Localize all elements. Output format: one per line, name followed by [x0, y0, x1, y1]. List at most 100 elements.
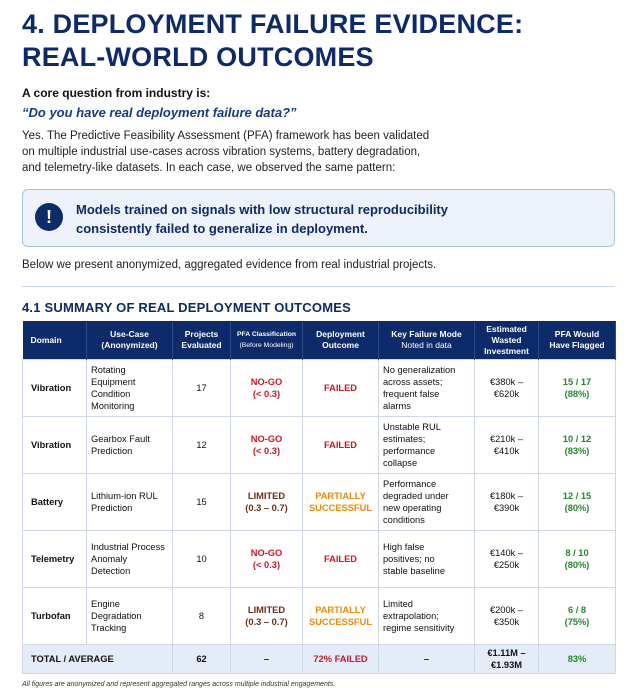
cell-flagged: 6 / 8 (75%) [538, 587, 616, 645]
cell-projects-text: 10 [196, 554, 207, 564]
cell-failure-line: Limited [383, 599, 413, 609]
total-label: TOTAL / AVERAGE [22, 644, 173, 674]
cell-projects: 15 [172, 473, 231, 531]
cell-pfa-line: NO-GO [250, 548, 283, 558]
cell-failure-line: alarms [383, 401, 411, 411]
deployment-outcomes-table: Domain Use-Case (Anonymized) Projects Eval… [22, 321, 616, 674]
question-lead: A core question from industry is: [22, 86, 211, 100]
cell-pfa-line: LIMITED [247, 605, 286, 615]
cell-flagged-line: 6 / 8 [567, 605, 587, 615]
cell-flagged-line: (83%) [564, 446, 590, 456]
cell-investment-line: €140k – [489, 548, 524, 558]
cell-outcome-line: PARTIALLY [315, 605, 366, 615]
cell-usecase-line: Equipment [91, 377, 136, 387]
callout-text: Models trained on signals with low struc… [76, 200, 448, 238]
total-row: TOTAL / AVERAGE 62–72% FAILED – €1.11M – €1.… [22, 644, 616, 674]
total-outcome-text: 72% FAILED [313, 654, 368, 664]
total-failure: – [378, 644, 475, 674]
cell-failure: Unstable RUL estimates; performance collaps… [378, 416, 475, 474]
total-projects: 62 [172, 644, 231, 674]
cell-investment: €200k – €350k [474, 587, 539, 645]
cell-failure-line: Performance [383, 479, 437, 489]
table-row: Vibration Gearbox Fault Prediction 12 NO-GO (… [22, 416, 616, 474]
callout-line: Models trained on signals with low struc… [76, 202, 448, 217]
cell-failure-line: degraded under [383, 491, 449, 501]
industry-question: “Do you have real deployment failure dat… [22, 105, 297, 120]
page-title: 4. DEPLOYMENT FAILURE EVIDENCE: REAL-WOR… [22, 8, 615, 74]
cell-outcome: FAILED [302, 416, 379, 474]
report-page: 4. DEPLOYMENT FAILURE EVIDENCE: REAL-WOR… [22, 8, 616, 688]
header-projects: Projects Evaluated [172, 321, 231, 360]
cell-pfa-line: NO-GO [250, 377, 283, 387]
cell-failure-line: performance [383, 446, 436, 456]
cell-outcome: PARTIALLY SUCCESSFUL [302, 587, 379, 645]
cell-failure-line: collapse [383, 458, 418, 468]
cell-projects: 12 [172, 416, 231, 474]
total-flagged: 83% [538, 644, 616, 674]
cell-investment-line: €200k – [489, 605, 524, 615]
cell-domain-text: Telemetry [31, 554, 75, 564]
cell-domain: Turbofan [22, 587, 87, 645]
cell-domain: Telemetry [22, 530, 87, 588]
cell-failure-line: positives; no [383, 554, 435, 564]
title-line-1: 4. DEPLOYMENT FAILURE EVIDENCE: [22, 9, 524, 39]
cell-pfa-line: (0.3 – 0.7) [245, 617, 288, 627]
header-pfa: PFA Classification (Before Modeling) [230, 321, 303, 360]
cell-projects-text: 8 [198, 611, 205, 621]
cell-outcome-line: SUCCESSFUL [308, 503, 373, 513]
cell-outcome-line: PARTIALLY [315, 491, 366, 501]
cell-usecase: Lithium-ion RUL Prediction [86, 473, 173, 531]
cell-projects: 10 [172, 530, 231, 588]
cell-projects-text: 15 [196, 497, 207, 507]
cell-domain: Battery [22, 473, 87, 531]
cell-pfa-line: NO-GO [250, 434, 283, 444]
cell-failure-line: stable baseline [383, 566, 446, 576]
cell-projects: 8 [172, 587, 231, 645]
cell-investment-line: €210k – [489, 434, 524, 444]
cell-flagged-line: (88%) [564, 389, 590, 399]
total-projects-text: 62 [196, 654, 207, 664]
total-pfa: – [230, 644, 303, 674]
cell-outcome-line: FAILED [323, 383, 358, 393]
cell-failure: High false positives; no stable baseline [378, 530, 475, 588]
cell-failure-line: new operating [383, 503, 442, 513]
cell-usecase-line: Detection [91, 566, 131, 576]
cell-failure-line: extrapolation; [383, 611, 439, 621]
cell-projects-text: 17 [196, 383, 207, 393]
cell-pfa-line: (< 0.3) [252, 446, 281, 456]
intro-line: Yes. The Predictive Feasibility Assessme… [22, 130, 430, 142]
header-investment: Estimated Wasted Investment [474, 321, 539, 360]
total-outcome: 72% FAILED [302, 644, 379, 674]
title-line-2: REAL-WORLD OUTCOMES [22, 42, 374, 72]
cell-flagged-line: (80%) [564, 503, 590, 513]
cell-flagged: 8 / 10 (80%) [538, 530, 616, 588]
cell-failure-line: No generalization [383, 365, 456, 375]
header-domain: Domain [22, 321, 87, 360]
cell-usecase-line: Degradation [91, 611, 142, 621]
cell-investment-line: €380k – [489, 377, 524, 387]
table-row: Turbofan Engine Degradation Tracking 8 LIMITE… [22, 587, 616, 645]
cell-domain-text: Vibration [31, 440, 72, 450]
cell-usecase-line: Condition [91, 389, 131, 399]
cell-pfa-line: (< 0.3) [252, 389, 281, 399]
cell-outcome-line: FAILED [323, 440, 358, 450]
total-investment-line: €1.93M [490, 660, 522, 670]
intro-line: and telemetry-like datasets. In each cas… [22, 162, 396, 174]
callout-line: consistently failed to generalize in dep… [76, 221, 368, 236]
cell-failure-line: conditions [383, 515, 425, 525]
total-label-text: TOTAL / AVERAGE [31, 654, 114, 664]
cell-usecase: Engine Degradation Tracking [86, 587, 173, 645]
cell-pfa: NO-GO (< 0.3) [230, 530, 303, 588]
cell-flagged-line: 15 / 17 [562, 377, 592, 387]
cell-outcome-line: SUCCESSFUL [308, 617, 373, 627]
cell-projects-text: 12 [196, 440, 207, 450]
cell-domain: Vibration [22, 416, 87, 474]
cell-pfa: NO-GO (< 0.3) [230, 416, 303, 474]
cell-investment-line: €180k – [489, 491, 524, 501]
cell-pfa-line: LIMITED [247, 491, 286, 501]
evidence-intro: Below we present anonymized, aggregated … [22, 259, 437, 271]
cell-usecase-line: Prediction [91, 503, 133, 513]
cell-pfa-line: (< 0.3) [252, 560, 281, 570]
cell-flagged-line: 12 / 15 [562, 491, 592, 501]
cell-domain-text: Battery [31, 497, 64, 507]
